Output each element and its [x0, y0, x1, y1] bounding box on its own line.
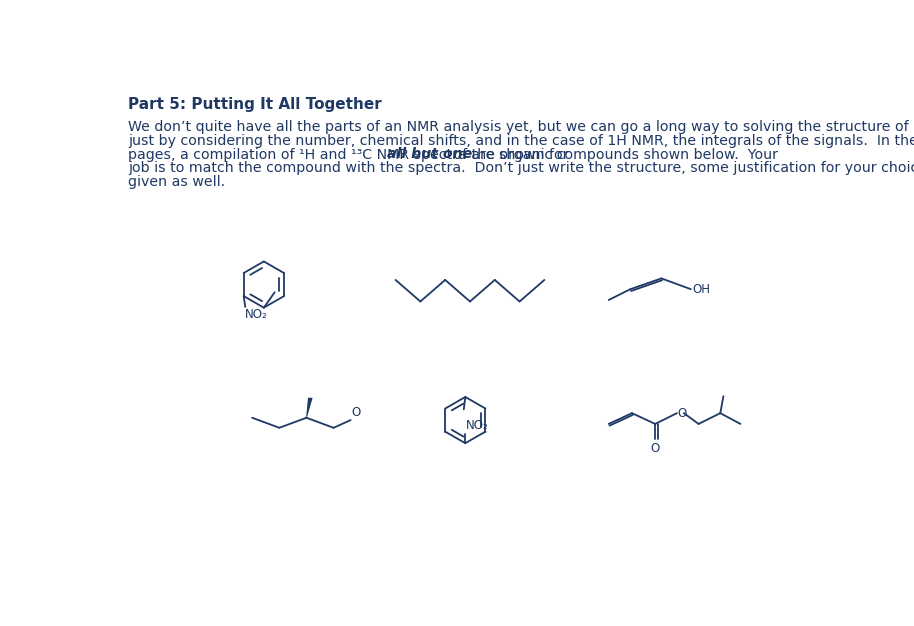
Text: Part 5: Putting It All Together: Part 5: Putting It All Together — [128, 96, 382, 111]
Text: job is to match the compound with the spectra.  Don’t just write the structure, : job is to match the compound with the sp… — [128, 162, 914, 175]
Text: O: O — [651, 441, 660, 454]
Text: O: O — [677, 408, 687, 421]
Text: OH: OH — [693, 284, 710, 297]
Text: pages, a compilation of ¹H and ¹³C NMR spectra are shown for: pages, a compilation of ¹H and ¹³C NMR s… — [128, 148, 573, 162]
Polygon shape — [306, 398, 313, 418]
Text: NO₂: NO₂ — [466, 419, 489, 433]
Text: NO₂: NO₂ — [244, 307, 267, 321]
Text: given as well.: given as well. — [128, 175, 226, 189]
Text: of the organic compounds shown below.  Your: of the organic compounds shown below. Yo… — [449, 148, 778, 162]
Text: all but one: all but one — [387, 148, 473, 162]
Text: We don’t quite have all the parts of an NMR analysis yet, but we can go a long w: We don’t quite have all the parts of an … — [128, 120, 914, 134]
Text: O: O — [351, 406, 361, 419]
Text: just by considering the number, chemical shifts, and in the case of 1H NMR, the : just by considering the number, chemical… — [128, 133, 914, 148]
